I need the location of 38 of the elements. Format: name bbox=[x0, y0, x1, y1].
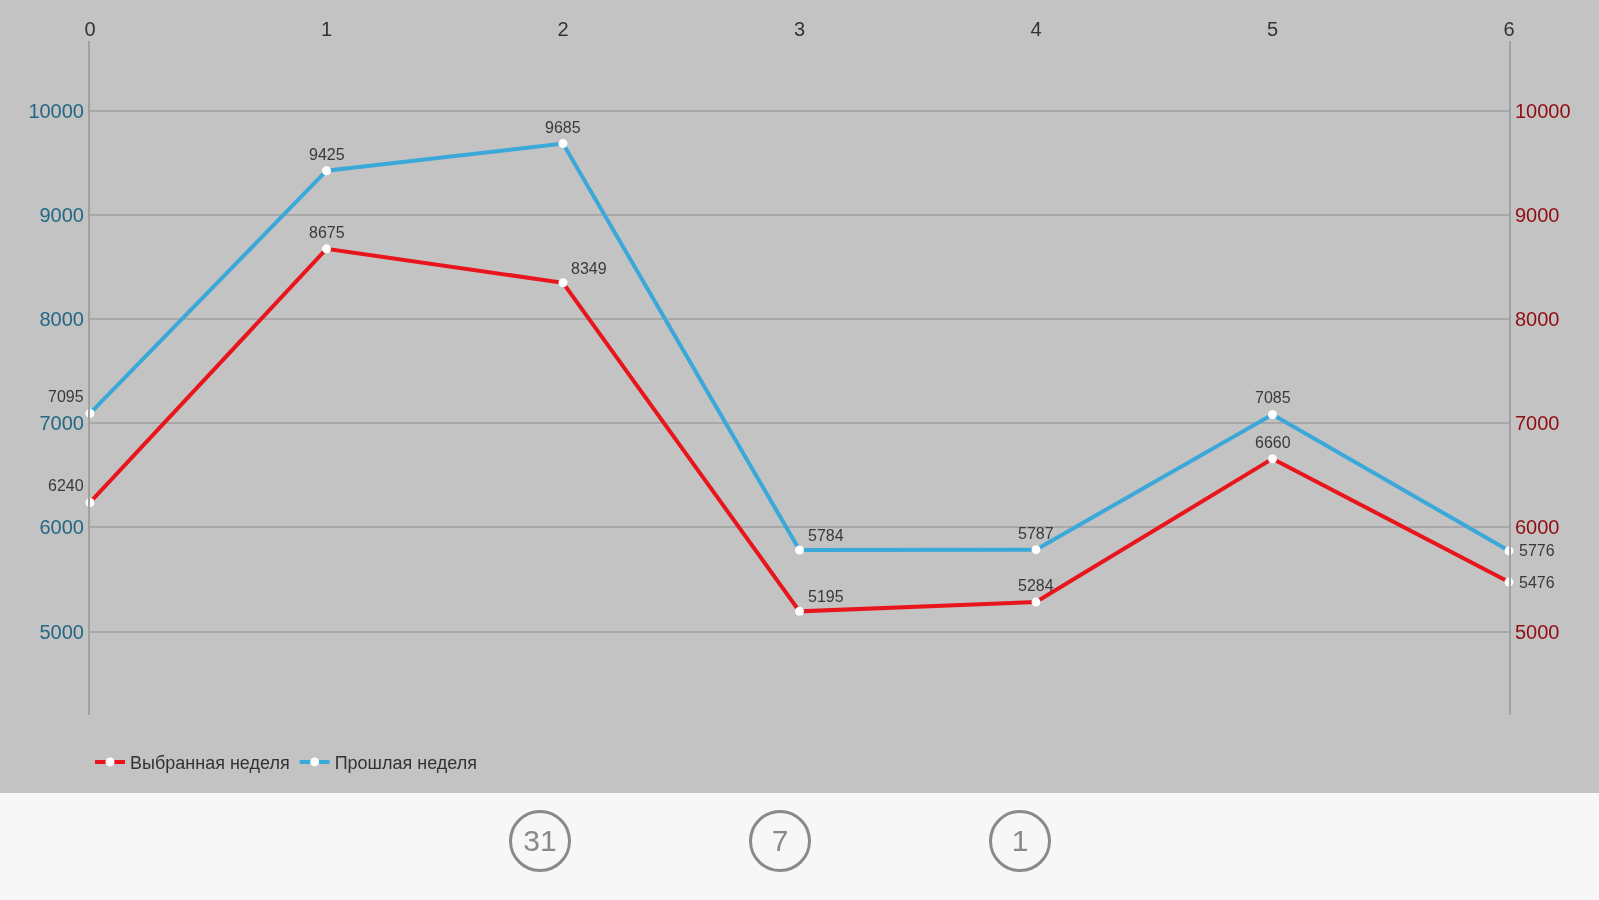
legend-label: Выбранная неделя bbox=[130, 752, 290, 773]
data-label: 5776 bbox=[1519, 542, 1555, 559]
round-button: 1 bbox=[989, 810, 1051, 872]
y2-tick-label: 5000 bbox=[1515, 620, 1560, 643]
round-button: 31 bbox=[509, 810, 571, 872]
data-label: 9425 bbox=[309, 146, 345, 163]
x-tick-label: 1 bbox=[320, 18, 333, 40]
data-label: 5476 bbox=[1519, 574, 1555, 591]
y2-tick-label: 6000 bbox=[1515, 516, 1560, 539]
y-tick-label: 6000 bbox=[39, 516, 84, 539]
x-tick-label: 3 bbox=[793, 18, 806, 40]
y2-tick-label: 8000 bbox=[1515, 308, 1560, 331]
y2-tick-label: 9000 bbox=[1515, 203, 1560, 226]
data-label: 5787 bbox=[1018, 525, 1054, 542]
data-label: 6660 bbox=[1255, 434, 1291, 451]
y-tick-label: 7000 bbox=[39, 412, 84, 435]
data-label: 5195 bbox=[808, 588, 844, 605]
y2-tick-label: 10000 bbox=[1515, 99, 1571, 122]
data-label: 5784 bbox=[808, 527, 844, 544]
data-label: 7095 bbox=[48, 388, 84, 405]
y-tick-label: 8000 bbox=[39, 308, 84, 331]
x-tick-label: 4 bbox=[1030, 18, 1042, 40]
round-button: 7 bbox=[749, 810, 811, 872]
data-label: 5284 bbox=[1018, 577, 1054, 594]
x-tick-label: 5 bbox=[1266, 18, 1279, 40]
legend-label: Прошлая неделя bbox=[334, 752, 478, 773]
x-tick-label: 0 bbox=[84, 18, 96, 40]
x-tick-label: 6 bbox=[1503, 18, 1515, 40]
y-tick-label: 9000 bbox=[39, 203, 84, 226]
x-tick-label: 2 bbox=[557, 18, 569, 40]
data-label: 9685 bbox=[545, 119, 581, 136]
y-tick-label: 5000 bbox=[39, 620, 84, 643]
y-tick-label: 10000 bbox=[28, 99, 84, 122]
data-label: 7085 bbox=[1255, 389, 1291, 406]
data-label: 8349 bbox=[571, 260, 607, 277]
data-label: 6240 bbox=[48, 477, 84, 494]
y2-tick-label: 7000 bbox=[1515, 412, 1560, 435]
data-label: 8675 bbox=[309, 224, 345, 241]
